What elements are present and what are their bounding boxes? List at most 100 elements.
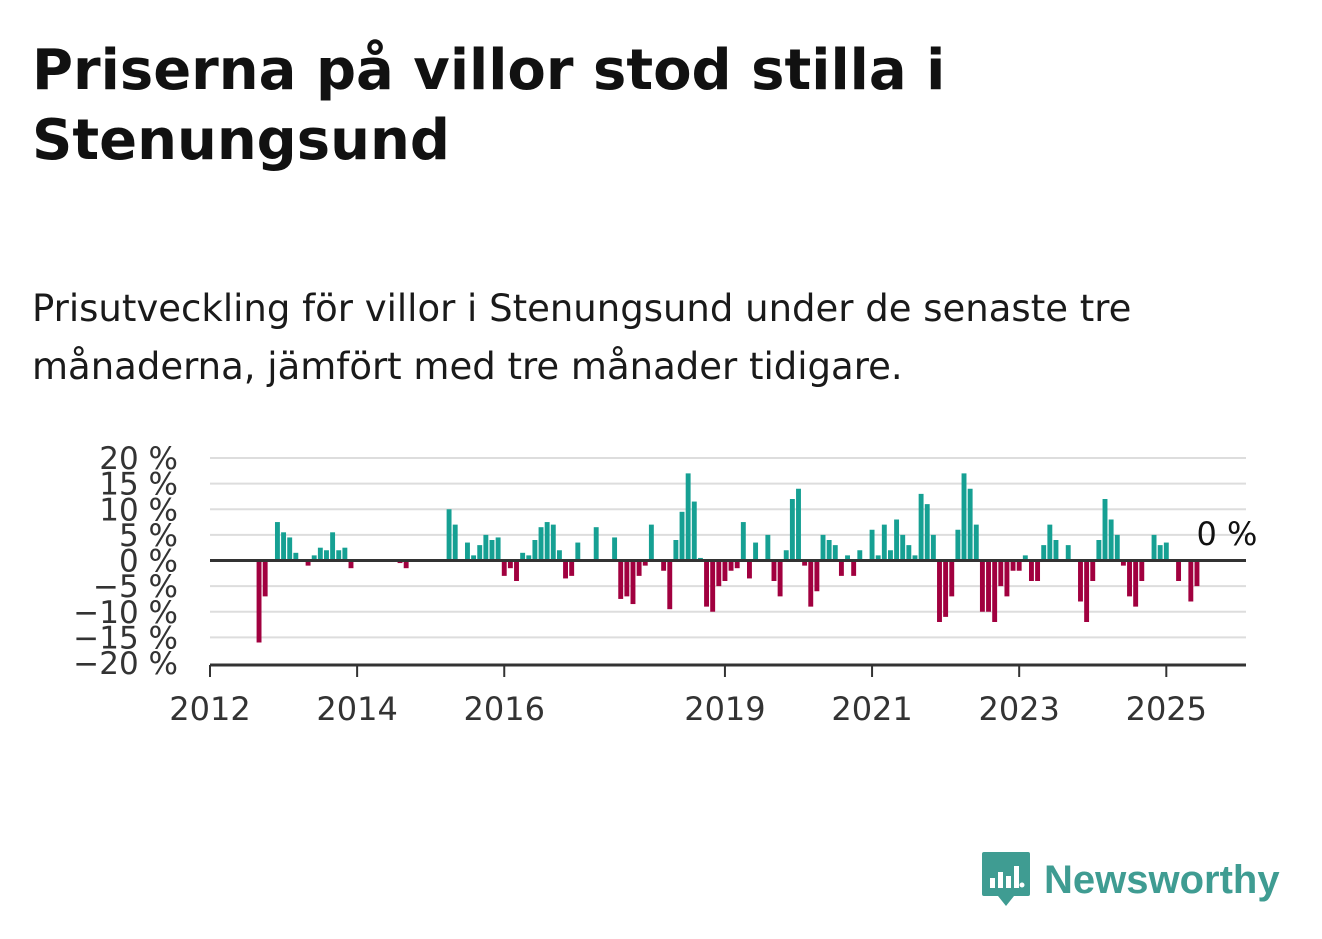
bar [465, 542, 470, 561]
bar [918, 493, 924, 561]
bar [900, 534, 906, 561]
bar [722, 560, 728, 581]
bar [1022, 555, 1028, 561]
bar [342, 547, 348, 561]
bar [869, 529, 875, 561]
x-tick-label: 2016 [464, 690, 545, 728]
bar [563, 560, 569, 579]
bar [642, 560, 648, 566]
y-tick-label: 10 % [99, 492, 178, 528]
bar [679, 511, 685, 561]
bar [747, 560, 752, 579]
bar [1114, 534, 1120, 561]
bar [887, 550, 893, 561]
bar [495, 537, 501, 561]
bar [526, 555, 532, 561]
bar [1133, 560, 1139, 607]
bar [845, 555, 850, 561]
bar [593, 527, 599, 561]
bar [1120, 560, 1126, 566]
y-tick-label: 0 % [119, 544, 178, 580]
bar [1053, 540, 1059, 561]
bar [832, 545, 838, 561]
bar [924, 504, 930, 561]
bar [937, 560, 942, 622]
bar [1102, 499, 1108, 561]
y-axis-labels: 20 %15 %10 %5 %0 %−5 %−10 %−15 %−20 % [73, 441, 178, 682]
bar [336, 550, 342, 561]
bar [740, 522, 746, 561]
bar [1047, 524, 1053, 561]
x-tick-label: 2014 [316, 690, 397, 728]
bar [262, 560, 268, 597]
bar [1078, 560, 1083, 602]
bar [753, 542, 759, 561]
bar [986, 560, 991, 612]
bar [857, 550, 863, 561]
bar [691, 501, 697, 561]
bar [1176, 560, 1182, 581]
chart-title: Priserna på villor stod stilla i Stenung… [32, 38, 946, 173]
bar [1065, 545, 1071, 561]
bar [943, 560, 949, 617]
y-tick-label: 20 % [99, 441, 178, 477]
bar [802, 560, 808, 566]
bar [618, 560, 624, 599]
bar [998, 560, 1004, 587]
bar [452, 524, 458, 561]
bar [894, 519, 900, 561]
bar [636, 560, 642, 576]
bar [569, 560, 575, 576]
bar [281, 532, 287, 561]
bar [1096, 540, 1102, 561]
bar [612, 537, 618, 561]
bar [789, 499, 795, 561]
bar [1010, 560, 1016, 571]
bar [814, 560, 820, 592]
bar [704, 560, 709, 607]
bar [838, 560, 844, 576]
bar [1127, 560, 1132, 597]
x-tick-label: 2012 [169, 690, 250, 728]
x-tick-label: 2023 [978, 690, 1059, 728]
bar [1028, 560, 1034, 581]
bar [1084, 560, 1090, 622]
bar [967, 488, 973, 561]
bar [1157, 545, 1163, 561]
bar [305, 560, 311, 566]
bar [317, 547, 323, 561]
bar [630, 560, 636, 605]
bar [808, 560, 814, 607]
latest-value-label: 0 % [1196, 515, 1257, 553]
bar [796, 488, 801, 561]
bar [1194, 560, 1200, 587]
bar [1090, 560, 1096, 581]
y-tick-label: 15 % [99, 467, 178, 503]
grid-lines [210, 457, 1246, 639]
chart-subtitle: Prisutveckling för villor i Stenungsund … [32, 287, 1132, 388]
bar [777, 560, 783, 597]
bar [648, 524, 654, 561]
brand-logo: Newsworthy [980, 850, 1280, 910]
bar [955, 529, 961, 561]
bar [765, 534, 771, 561]
bar [501, 560, 507, 576]
bar [520, 552, 526, 561]
bar [949, 560, 955, 597]
y-tick-label: −10 % [73, 595, 178, 631]
bar [906, 545, 912, 561]
bar [532, 540, 538, 561]
bar-chart: 20 %15 %10 %5 %0 %−5 %−10 %−15 %−20 % 20… [73, 441, 1257, 728]
bar [820, 534, 826, 561]
bar [624, 560, 630, 597]
bar [881, 524, 887, 561]
x-tick-label: 2019 [684, 690, 765, 728]
bar [514, 560, 519, 581]
bar [728, 560, 734, 571]
bar [783, 550, 789, 561]
bar [403, 560, 409, 569]
bar [311, 555, 317, 561]
bar [875, 555, 881, 561]
bar [930, 534, 936, 561]
x-tick-label: 2025 [1126, 690, 1207, 728]
